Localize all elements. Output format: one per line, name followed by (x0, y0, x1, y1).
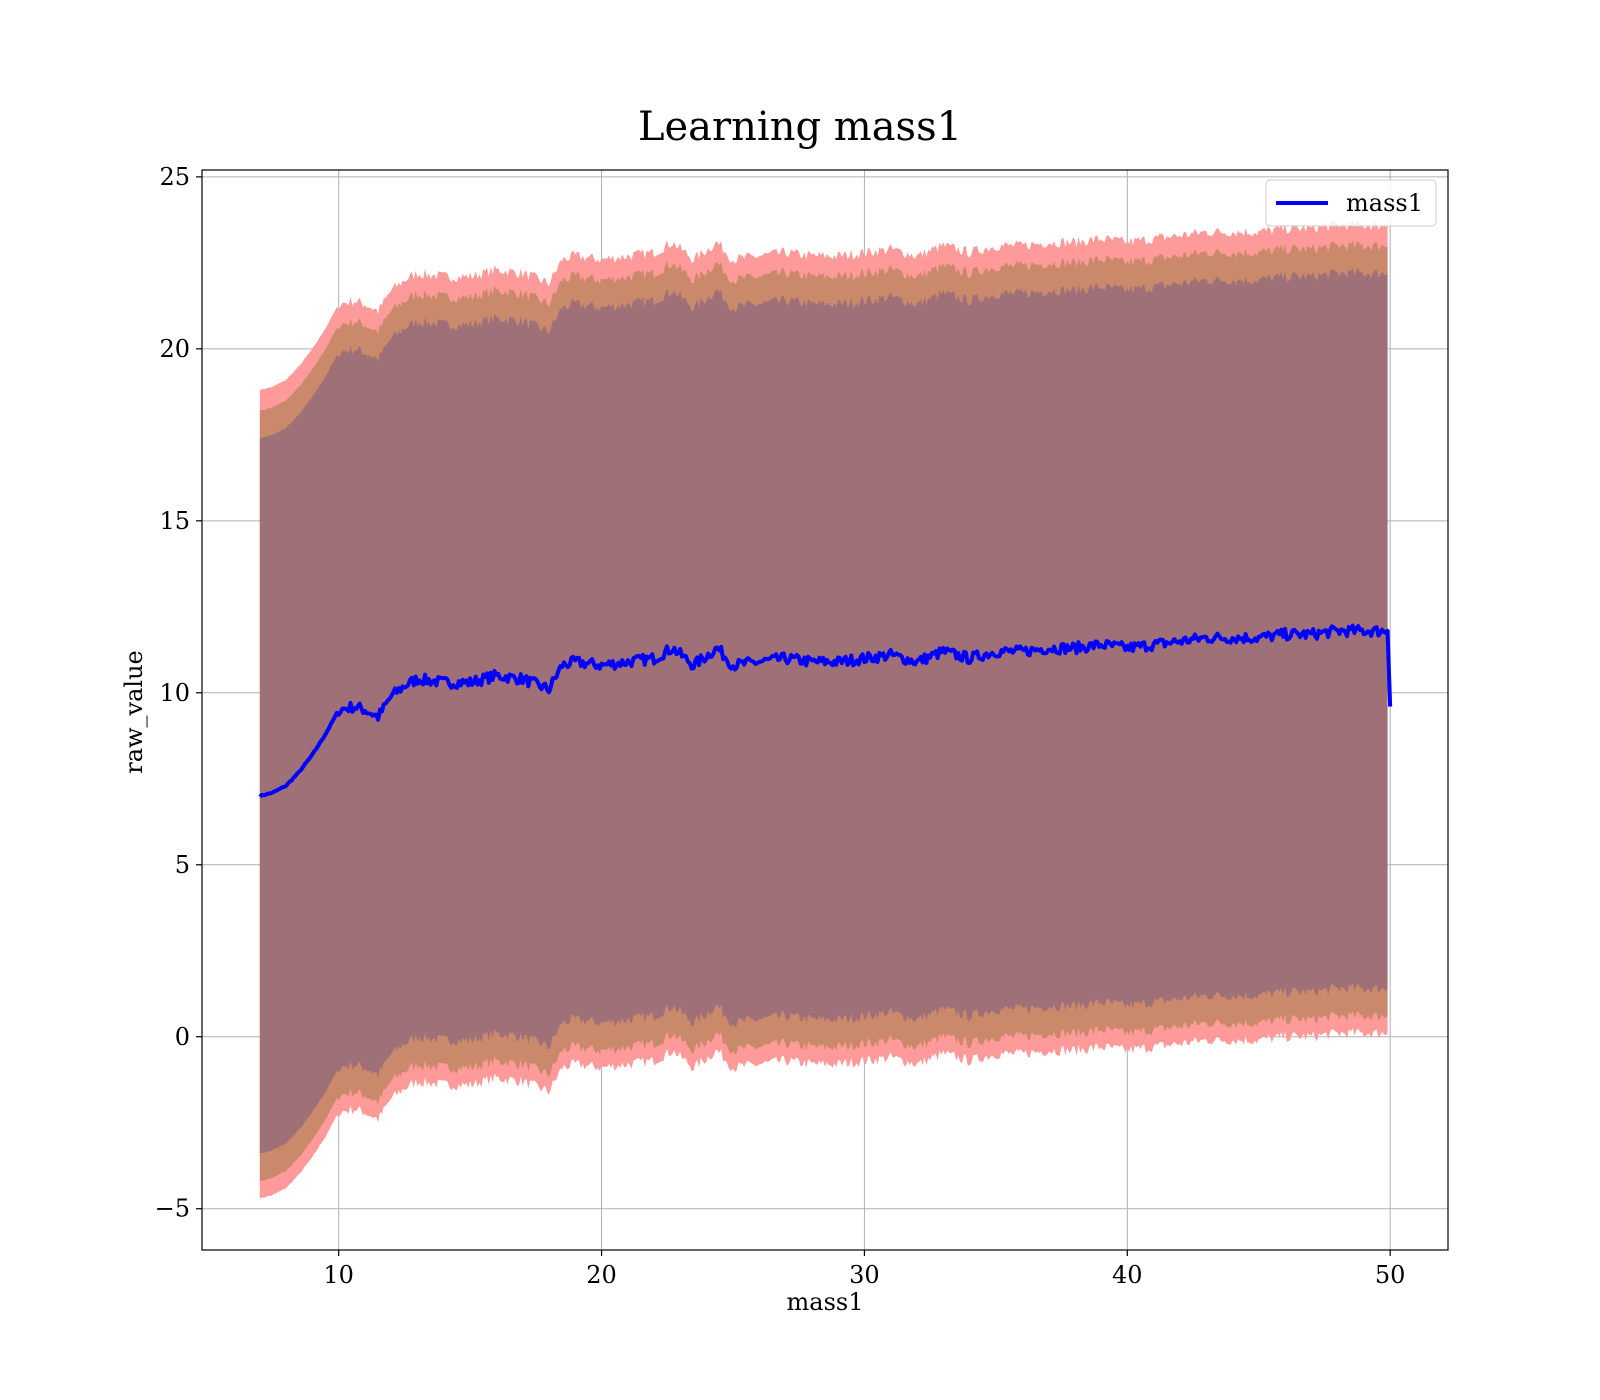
series-line-mass1 (258, 623, 1393, 799)
x-axis-ticks: 10 20 30 40 50 (323, 1250, 1405, 1289)
chart-title: Learning mass1 (638, 104, 962, 150)
confidence-bands (259, 219, 1388, 1200)
y-tick-label-4: 15 (159, 507, 190, 535)
x-tick-label-3: 40 (1112, 1261, 1143, 1289)
y-axis-label: raw_value (120, 650, 148, 774)
y-tick-label-6: 25 (159, 163, 190, 191)
legend-box (1265, 179, 1437, 227)
y-tick-label-3: 10 (159, 679, 190, 707)
y-tick-label-0: −5 (155, 1195, 190, 1223)
x-tick-label-4: 50 (1375, 1261, 1406, 1289)
x-tick-label-1: 20 (586, 1261, 617, 1289)
series-lines (258, 623, 1393, 799)
x-tick-label-0: 10 (323, 1261, 354, 1289)
legend: mass1 (1265, 179, 1437, 227)
y-tick-label-1: 0 (175, 1023, 190, 1051)
legend-label-mass1: mass1 (1346, 189, 1423, 217)
x-tick-label-2: 30 (849, 1261, 880, 1289)
plot-frame (201, 169, 1449, 1251)
x-axis-label: mass1 (787, 1288, 864, 1316)
y-axis-ticks: −5 0 5 10 15 20 25 (155, 163, 202, 1223)
band-inner (259, 267, 1388, 1155)
y-tick-label-5: 20 (159, 335, 190, 363)
y-tick-label-2: 5 (175, 851, 190, 879)
